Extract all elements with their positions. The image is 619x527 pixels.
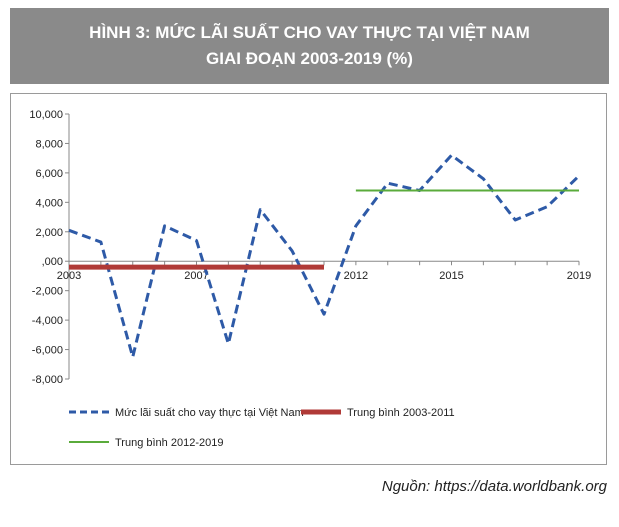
x-tick-label: 2007 (184, 270, 208, 282)
y-tick-label: -8,000 (32, 374, 63, 386)
figure-title-line2: GIAI ĐOẠN 2003-2019 (%) (206, 49, 413, 68)
figure-title-line1: HÌNH 3: MỨC LÃI SUẤT CHO VAY THỰC TẠI VI… (89, 23, 530, 42)
y-tick-label: -2,000 (32, 286, 63, 298)
line-chart: 10,000 8,000 6,000 4,000 2,000 ,000 -2,000 -4,0… (29, 109, 591, 449)
legend-avg-2012-2019-label: Trung bình 2012-2019 (115, 437, 223, 449)
y-tick-label: 10,000 (29, 109, 63, 121)
legend-real-rate-label: Mức lãi suất cho vay thực tại Việt Nam (115, 407, 304, 419)
y-tick-label: 4,000 (35, 197, 63, 209)
y-tick-label: 8,000 (35, 138, 63, 150)
x-tick-label: 2015 (439, 270, 463, 282)
y-tick-label: -6,000 (32, 345, 63, 357)
series-real-rate-line (68, 153, 581, 359)
x-tick-label: 2012 (344, 270, 368, 282)
y-tick-label: ,000 (42, 256, 63, 268)
x-tick-label: 2003 (57, 270, 81, 282)
chart-frame: 10,000 8,000 6,000 4,000 2,000 ,000 -2,000 -4,0… (10, 93, 607, 465)
source-note: Nguồn: https://data.worldbank.org (381, 478, 607, 495)
x-tick-label: 2019 (567, 270, 591, 282)
figure-title-bar: HÌNH 3: MỨC LÃI SUẤT CHO VAY THỰC TẠI VI… (10, 8, 609, 84)
y-tick-label: 2,000 (35, 227, 63, 239)
y-tick-label: -4,000 (32, 315, 63, 327)
legend-avg-2003-2011-label: Trung bình 2003-2011 (347, 407, 455, 419)
y-tick-label: 6,000 (35, 168, 63, 180)
